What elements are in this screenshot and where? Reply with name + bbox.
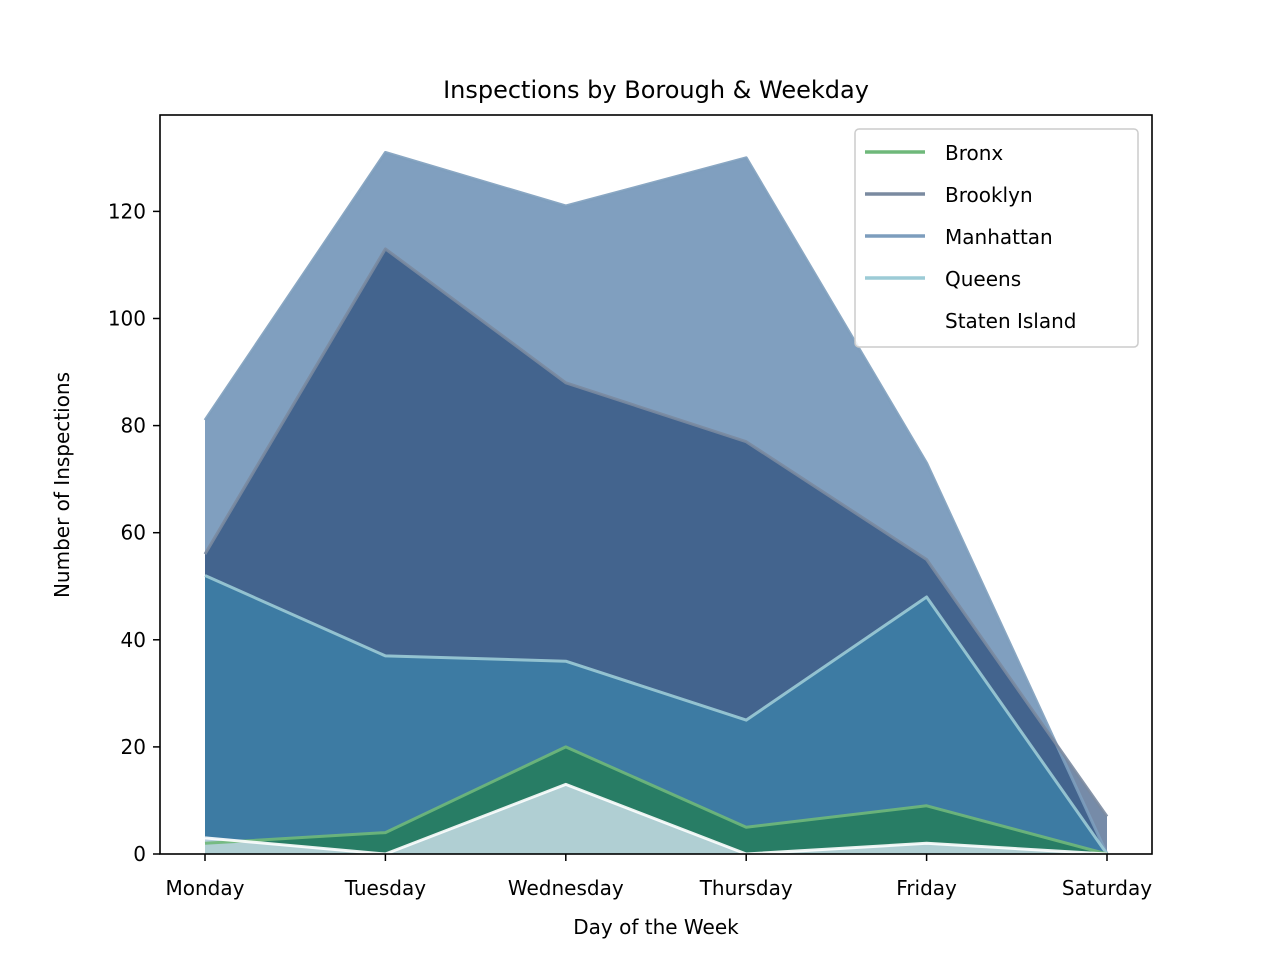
y-tick-label-80: 80 (121, 414, 146, 438)
x-tick-label-tuesday: Tuesday (344, 876, 427, 900)
legend: Bronx Brooklyn Manhattan Queens Staten Islan… (854, 128, 1139, 348)
y-tick-label-60: 60 (121, 521, 146, 545)
x-axis: Monday Tuesday Wednesday Thursday Friday Satu… (166, 854, 1152, 900)
y-axis-label: Number of Inspections (50, 372, 74, 598)
y-tick-label-20: 20 (121, 735, 146, 759)
legend-label-brooklyn: Brooklyn (945, 183, 1033, 207)
x-tick-label-wednesday: Wednesday (508, 876, 624, 900)
series-areas (205, 152, 1107, 854)
y-tick-label-120: 120 (108, 199, 146, 223)
series-lines (203, 151, 1109, 856)
legend-label-manhattan: Manhattan (945, 225, 1053, 249)
legend-label-bronx: Bronx (945, 141, 1003, 165)
area-bronx (205, 746, 1107, 854)
y-axis: 0 20 40 60 80 100 120 (108, 199, 160, 866)
line-manhattan (203, 151, 1109, 855)
y-tick-label-40: 40 (121, 628, 146, 652)
legend-label-queens: Queens (945, 267, 1021, 291)
chart-title: Inspections by Borough & Weekday (443, 76, 869, 104)
legend-box (854, 128, 1139, 348)
x-tick-label-monday: Monday (166, 876, 245, 900)
y-tick-label-100: 100 (108, 306, 146, 330)
x-tick-label-friday: Friday (896, 876, 957, 900)
line-queens (204, 574, 1109, 855)
line-bronx (204, 745, 1108, 856)
y-tick-label-0: 0 (133, 842, 146, 866)
plot-frame (159, 114, 1153, 855)
line-staten-island (204, 782, 1108, 856)
line-brooklyn (203, 247, 1109, 818)
area-queens (205, 575, 1107, 854)
x-axis-label: Day of the Week (573, 915, 739, 939)
x-tick-label-saturday: Saturday (1062, 876, 1152, 900)
x-tick-label-thursday: Thursday (699, 876, 793, 900)
legend-label-staten-island: Staten Island (945, 309, 1076, 333)
